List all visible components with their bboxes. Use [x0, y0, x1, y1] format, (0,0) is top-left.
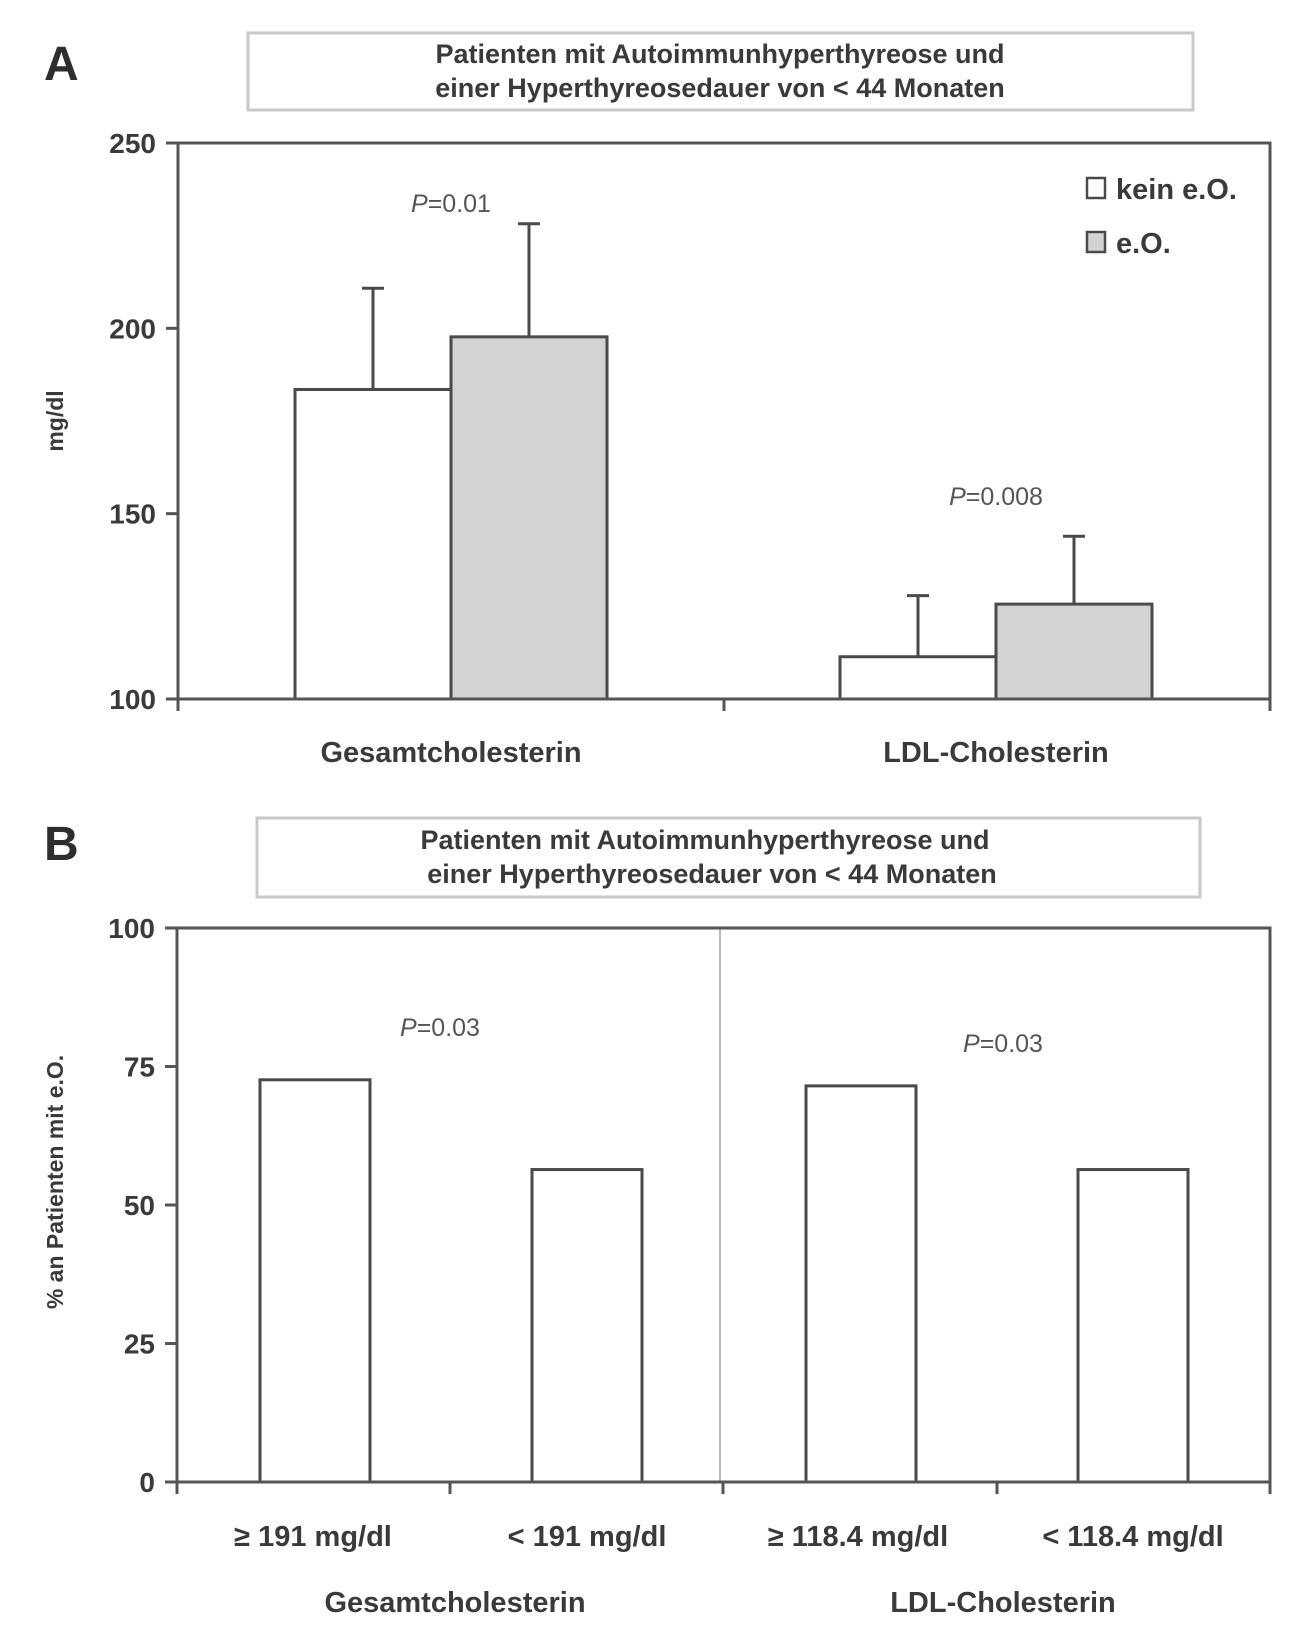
bar-percent: [804, 1084, 918, 1484]
p-value-b-ldl: P=0.03: [963, 1030, 1043, 1058]
y-axis-label-a: mg/dl: [42, 390, 68, 451]
group-label-b-0: Gesamtcholesterin: [324, 1587, 585, 1619]
bar-percent: [258, 1078, 372, 1484]
title-line-1-a: Patienten mit Autoimmunhyperthyreose und: [435, 39, 1004, 69]
p-value: =0.03: [980, 1030, 1043, 1058]
y-tick-label-b: 0: [139, 1467, 155, 1498]
p-value-a-gesamt: P=0.01: [411, 190, 491, 218]
y-tick-label-a: 250: [109, 128, 156, 159]
bar-kein-eo: [838, 655, 998, 701]
bar-kein-eo: [293, 387, 453, 701]
legend-a: kein e.O. e.O.: [1085, 174, 1237, 260]
title-box-b: [255, 816, 1202, 899]
legend-swatch-kein-eo: [1085, 176, 1107, 200]
legend-label-eo: e.O.: [1116, 228, 1171, 260]
bar-eo: [994, 602, 1154, 701]
legend-swatch-eo: [1085, 230, 1107, 254]
y-tick-label-a: 100: [109, 684, 156, 715]
x-category-label-a-1: LDL-Cholesterin: [883, 737, 1109, 769]
y-tick-label-a: 200: [109, 313, 156, 344]
bar-eo: [449, 335, 609, 701]
y-axis-label-b: % an Patienten mit e.O.: [42, 1055, 68, 1309]
x-category-label-b-0: ≥ 191 mg/dl: [234, 1521, 392, 1553]
y-tick-label-b: 100: [108, 913, 155, 944]
p-value: =0.01: [428, 190, 491, 218]
bars-b: [258, 1078, 1190, 1484]
p-italic: P: [949, 483, 966, 511]
x-category-label-a-0: Gesamtcholesterin: [320, 737, 581, 769]
x-category-label-b-3: < 118.4 mg/dl: [1042, 1521, 1223, 1553]
y-tick-label-b: 25: [124, 1329, 155, 1360]
p-italic: P: [400, 1014, 417, 1042]
y-tick-label-b: 75: [124, 1052, 155, 1083]
bar-percent: [530, 1168, 644, 1484]
legend-label-kein-eo: kein e.O.: [1116, 174, 1237, 206]
y-tick-label-a: 150: [109, 499, 156, 530]
title-line-2-b: einer Hyperthyreosedauer von < 44 Monate…: [427, 859, 996, 889]
bars-a: [293, 222, 1154, 701]
title-box-a: [246, 31, 1195, 112]
panel-letter-a: A: [44, 38, 79, 91]
y-tick-label-b: 50: [124, 1190, 155, 1221]
p-italic: P: [963, 1030, 980, 1058]
panel-a: A Patienten mit Autoimmunhyperthyreose u…: [42, 31, 1272, 769]
p-value-a-ldl: P=0.008: [949, 483, 1043, 511]
x-category-label-b-2: ≥ 118.4 mg/dl: [768, 1521, 948, 1553]
y-ticks-b: 0 25 50 75 100: [108, 913, 177, 1498]
x-category-label-b-1: < 191 mg/dl: [508, 1521, 667, 1553]
group-label-b-1: LDL-Cholesterin: [890, 1587, 1116, 1619]
p-value: =0.008: [966, 483, 1043, 511]
p-value: =0.03: [417, 1014, 480, 1042]
panel-b: B Patienten mit Autoimmunhyperthyreose u…: [42, 816, 1272, 1619]
panel-letter-b: B: [44, 818, 79, 871]
title-line-1-b: Patienten mit Autoimmunhyperthyreose und: [420, 825, 989, 855]
title-line-2-a: einer Hyperthyreosedauer von < 44 Monate…: [435, 73, 1004, 103]
p-italic: P: [411, 190, 428, 218]
p-value-b-gesamt: P=0.03: [400, 1014, 480, 1042]
y-ticks-a: 100 150 200 250: [109, 128, 178, 715]
bar-percent: [1076, 1168, 1190, 1484]
